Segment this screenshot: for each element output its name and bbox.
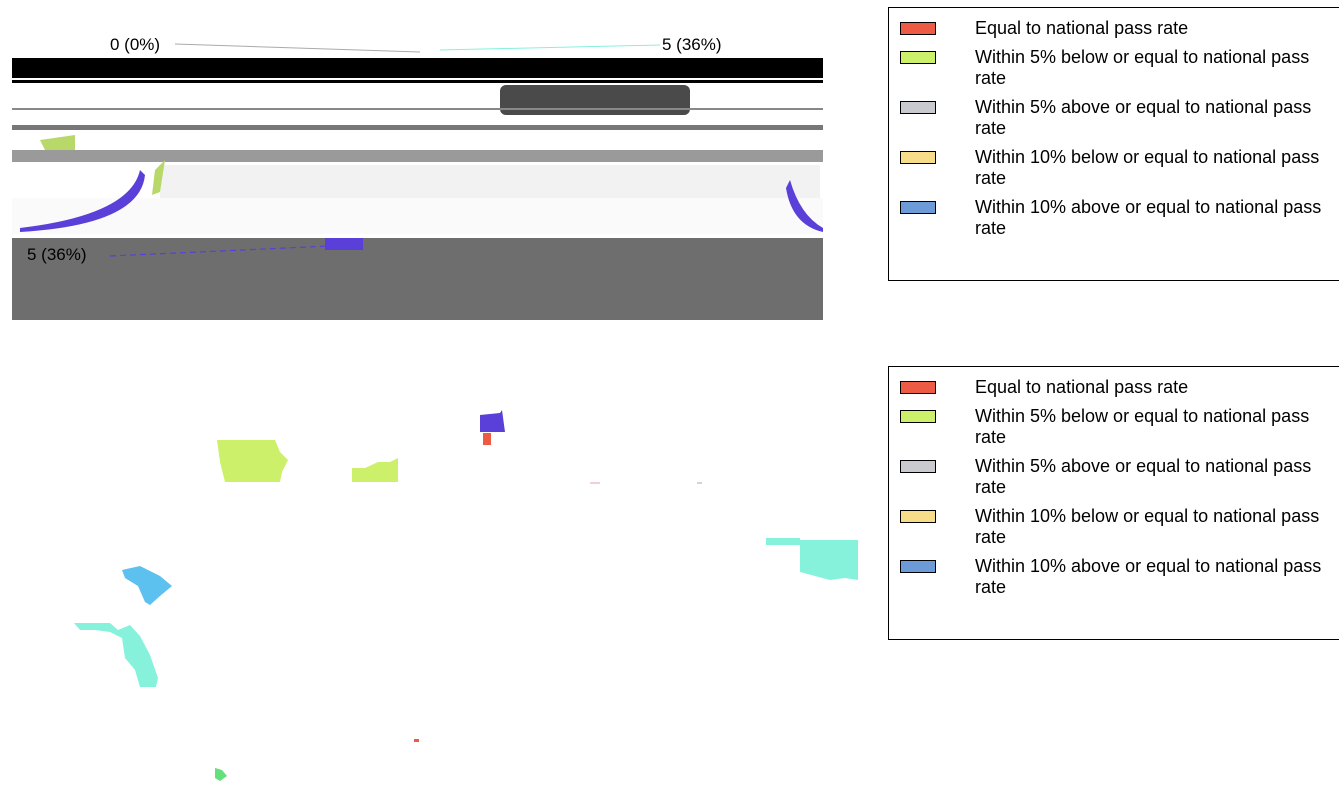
legend-swatch [900, 560, 936, 573]
legend-label: Within 5% above or equal to national pas… [975, 456, 1312, 497]
state-shape-sky [122, 566, 172, 605]
legend-item: Within 10% below or equal to national pa… [899, 147, 1329, 189]
pie-slice-green [40, 135, 75, 150]
legend-item: Within 5% above or equal to national pas… [899, 456, 1329, 498]
light-band [160, 165, 820, 198]
black-band-thin [12, 80, 823, 83]
pie-slice-purple-bottom [325, 238, 363, 250]
pie-slice-purple-right [786, 180, 823, 232]
white-band [12, 198, 823, 234]
legend-label: Within 10% above or equal to national pa… [975, 197, 1322, 238]
legend-item: Within 5% below or equal to national pas… [899, 406, 1329, 448]
legend-label: Within 5% below or equal to national pas… [975, 47, 1310, 88]
map-canvas [74, 410, 858, 781]
dark-band [12, 238, 823, 320]
legend-label: Within 10% above or equal to national pa… [975, 556, 1322, 597]
pie-slice-label: 5 (36%) [27, 245, 87, 264]
legend-swatch [900, 460, 936, 473]
grey-band [12, 150, 823, 162]
legend-item: Equal to national pass rate [899, 18, 1329, 39]
legend-label: Within 5% above or equal to national pas… [975, 97, 1312, 138]
legend-label: Within 10% below or equal to national pa… [975, 147, 1320, 188]
legend-swatch [900, 22, 936, 35]
legend-swatch [900, 101, 936, 114]
state-shape-red [483, 433, 491, 445]
pie-chart-canvas: 0 (0%) 5 (36%) 5 (36%) [12, 35, 823, 320]
black-band [12, 58, 823, 78]
legend-label: Equal to national pass rate [975, 377, 1189, 397]
state-shape-teal [766, 538, 858, 580]
legend-item: Within 10% above or equal to national pa… [899, 197, 1329, 239]
legend-item: Within 5% below or equal to national pas… [899, 47, 1329, 89]
legend-item: Within 10% below or equal to national pa… [899, 506, 1329, 548]
grey-line [12, 125, 823, 130]
state-shape-purple [480, 410, 505, 432]
pie-leader-line [174, 43, 421, 53]
pie-slice-green-edge [152, 160, 165, 195]
legend-label: Equal to national pass rate [975, 18, 1189, 38]
legend-bottom: Equal to national pass rate Within 5% be… [888, 366, 1339, 640]
legend-swatch [900, 151, 936, 164]
legend-swatch [900, 51, 936, 64]
pie-slice-label: 0 (0%) [110, 35, 160, 54]
pie-slice-label: 5 (36%) [662, 35, 722, 54]
pie-slice-purple-left [20, 170, 145, 232]
legend-swatch [900, 410, 936, 423]
state-shape-lime [352, 458, 398, 482]
legend-item: Within 5% above or equal to national pas… [899, 97, 1329, 139]
legend-label: Within 5% below or equal to national pas… [975, 406, 1310, 447]
dark-blob [500, 85, 690, 115]
state-shape-red-small [414, 739, 419, 742]
legend-swatch [900, 510, 936, 523]
legend-swatch [900, 381, 936, 394]
legend-top: Equal to national pass rate Within 5% be… [888, 7, 1339, 281]
state-shape-green [215, 768, 227, 781]
legend-item: Equal to national pass rate [899, 377, 1329, 398]
pie-chart: 0 (0%) 5 (36%) 5 (36%) [0, 0, 860, 340]
map-chart [0, 340, 880, 785]
legend-item: Within 10% above or equal to national pa… [899, 556, 1329, 598]
state-shape-lime [217, 440, 288, 482]
legend-swatch [900, 201, 936, 214]
state-shape-teal [74, 623, 158, 687]
legend-label: Within 10% below or equal to national pa… [975, 506, 1320, 547]
pie-leader-line [109, 245, 331, 257]
grey-line [12, 108, 823, 110]
pie-leader-line [439, 44, 661, 51]
